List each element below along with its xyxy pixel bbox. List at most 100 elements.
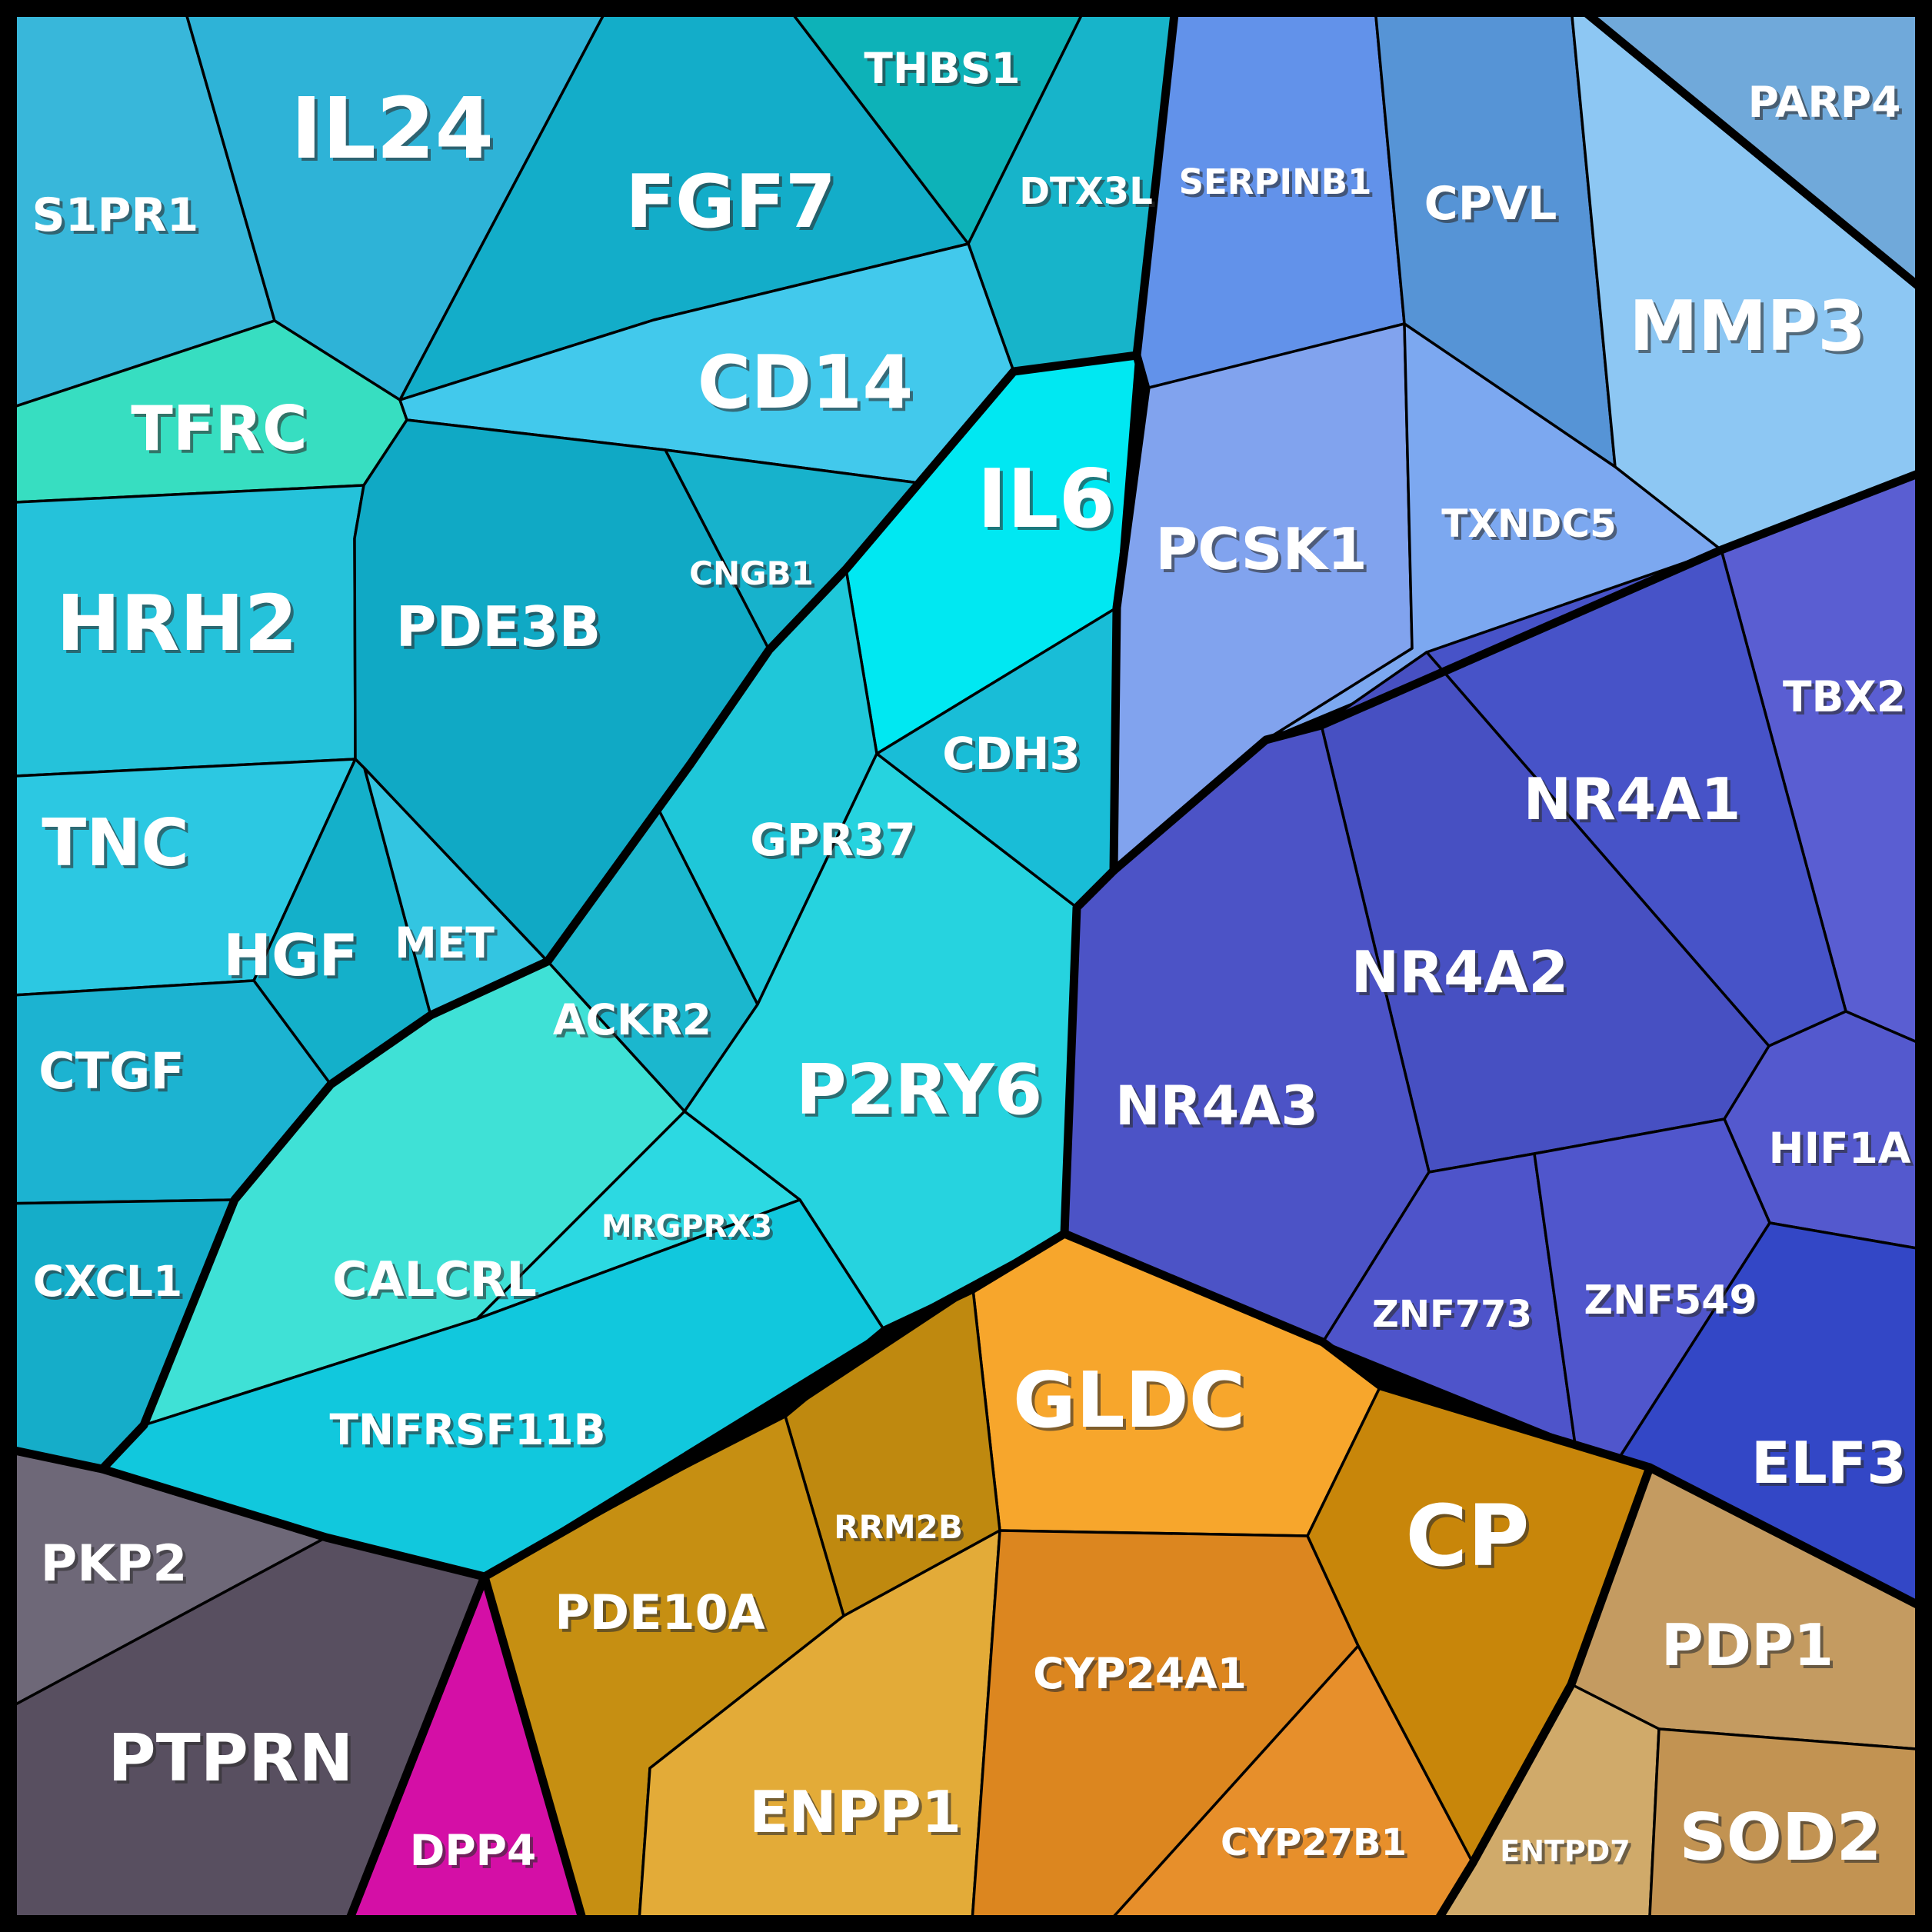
cell-label-shadow-HRH2: HRH2 (59, 581, 301, 671)
cell-label-shadow-NR4A3: NR4A3 (1118, 1078, 1321, 1141)
cell-label-CNGB1: CNGB1 (689, 555, 814, 592)
cell-label-ZNF773: ZNF773 (1372, 1293, 1532, 1336)
cell-label-shadow-P2RY6: P2RY6 (799, 1053, 1046, 1134)
cell-label-shadow-CYP24A1: CYP24A1 (1036, 1652, 1250, 1701)
cell-label-TBX2: TBX2 (1783, 672, 1906, 721)
cell-label-FGF7: FGF7 (625, 160, 836, 245)
cell-label-shadow-DPP4: DPP4 (413, 1829, 540, 1878)
cell-label-shadow-MMP3: MMP3 (1632, 289, 1869, 370)
cell-label-IL24: IL24 (291, 79, 494, 178)
cell-label-shadow-TFRC: TFRC (134, 396, 311, 468)
cell-label-shadow-GPR37: GPR37 (753, 817, 919, 869)
cell-label-HIF1A: HIF1A (1769, 1124, 1911, 1173)
cell-label-PDE10A: PDE10A (555, 1584, 765, 1641)
cell-label-shadow-PKP2: PKP2 (44, 1538, 191, 1596)
cell-label-ZNF549: ZNF549 (1584, 1277, 1757, 1324)
cell-label-shadow-CNGB1: CNGB1 (692, 558, 817, 595)
cell-label-shadow-CYP27B1: CYP27B1 (1224, 1824, 1410, 1867)
cell-label-shadow-SERPINB1: SERPINB1 (1182, 165, 1375, 205)
cell-label-shadow-ENTPD7: ENTPD7 (1503, 1837, 1634, 1871)
cell-label-shadow-SOD2: SOD2 (1682, 1803, 1884, 1879)
cell-label-CPVL: CPVL (1424, 177, 1557, 231)
cell-label-shadow-PTPRN: PTPRN (111, 1724, 356, 1800)
cell-label-IL6: IL6 (977, 452, 1114, 546)
cell-label-shadow-DTX3L: DTX3L (1022, 173, 1156, 216)
cell-label-shadow-CXCL1: CXCL1 (36, 1260, 186, 1309)
cluster-boundary-8 (98, 351, 1141, 1474)
cluster-boundary-10 (1566, 0, 1930, 297)
cell-label-shadow-CTGF: CTGF (42, 1046, 188, 1104)
cell-label-shadow-CP: CP (1408, 1490, 1532, 1588)
cell-label-HRH2: HRH2 (56, 578, 298, 668)
cell-label-S1PR1: S1PR1 (32, 188, 199, 242)
cell-label-CP: CP (1405, 1487, 1529, 1585)
cell-label-TFRC: TFRC (131, 393, 308, 465)
cell-label-shadow-ZNF549: ZNF549 (1587, 1281, 1760, 1327)
cluster-boundary-2 (1060, 866, 1118, 1238)
cluster-boundary-5 (480, 1572, 591, 1932)
cell-label-DPP4: DPP4 (410, 1826, 537, 1875)
cell-label-shadow-GLDC: GLDC (1016, 1358, 1248, 1448)
cell-label-shadow-IL6: IL6 (980, 455, 1118, 549)
cell-label-CALCRL: CALCRL (332, 1251, 537, 1307)
cell-label-TNFRSF11B: TNFRSF11B (329, 1405, 605, 1454)
cell-label-shadow-ZNF773: ZNF773 (1375, 1296, 1535, 1339)
cell-label-shadow-PDE10A: PDE10A (558, 1587, 768, 1644)
cell-label-CYP27B1: CYP27B1 (1221, 1821, 1407, 1864)
cluster-boundary-4 (340, 1572, 489, 1932)
cell-label-SERPINB1: SERPINB1 (1179, 162, 1372, 202)
cell-label-shadow-NR4A1: NR4A1 (1527, 768, 1744, 836)
cluster-boundary-12 (1426, 1463, 1654, 1932)
cell-label-ENTPD7: ENTPD7 (1500, 1834, 1631, 1868)
cell-label-shadow-HIF1A: HIF1A (1772, 1127, 1914, 1176)
cell-ENPP1[interactable] (637, 1529, 1001, 1932)
cell-label-shadow-PDP1: PDP1 (1664, 1614, 1837, 1682)
cell-label-CD14: CD14 (698, 341, 914, 425)
cell-label-MMP3: MMP3 (1629, 286, 1866, 367)
cell-label-PDP1: PDP1 (1661, 1611, 1834, 1679)
cluster-boundary-9 (1109, 466, 1930, 875)
cell-label-shadow-TXNDC5: TXNDC5 (1444, 505, 1620, 549)
cell-label-CTGF: CTGF (38, 1043, 185, 1101)
cell-label-shadow-PDE3B: PDE3B (399, 598, 605, 662)
cell-label-HGF: HGF (223, 921, 358, 989)
cell-label-shadow-S1PR1: S1PR1 (35, 192, 202, 245)
cell-label-MRGPRX3: MRGPRX3 (601, 1209, 772, 1244)
cell-label-CXCL1: CXCL1 (33, 1257, 183, 1306)
cell-label-shadow-PARP4: PARP4 (1751, 81, 1904, 130)
cell-label-RRM2B: RRM2B (834, 1508, 963, 1546)
cell-label-GLDC: GLDC (1013, 1355, 1245, 1445)
cell-label-shadow-MRGPRX3: MRGPRX3 (605, 1212, 775, 1247)
cell-label-shadow-CDH3: CDH3 (945, 731, 1084, 783)
cell-label-NR4A1: NR4A1 (1524, 765, 1741, 833)
cell-label-CDH3: CDH3 (942, 728, 1081, 780)
cell-label-THBS1: THBS1 (864, 44, 1020, 93)
cluster-boundary-0 (1132, 0, 1181, 360)
cell-label-shadow-TBX2: TBX2 (1786, 675, 1909, 724)
cell-label-NR4A3: NR4A3 (1115, 1074, 1318, 1138)
cell-SOD2[interactable] (1647, 1727, 1927, 1932)
cell-label-P2RY6: P2RY6 (796, 1050, 1043, 1131)
cell-label-MET: MET (395, 918, 495, 968)
cluster-boundary-3 (480, 1229, 1069, 1581)
cluster-boundary-11 (1060, 1229, 1930, 1614)
cluster-boundary-7 (0, 1443, 107, 1474)
cell-label-PDE3B: PDE3B (396, 595, 601, 659)
cell-label-PCSK1: PCSK1 (1155, 515, 1367, 583)
cell-label-shadow-CD14: CD14 (701, 344, 917, 428)
cell-label-CYP24A1: CYP24A1 (1033, 1649, 1247, 1698)
cell-label-PARP4: PARP4 (1748, 78, 1901, 127)
cluster-boundary-1 (1109, 351, 1151, 875)
cell-label-shadow-CALCRL: CALCRL (335, 1254, 540, 1311)
cell-label-shadow-THBS1: THBS1 (867, 47, 1023, 96)
cell-label-SOD2: SOD2 (1679, 1800, 1881, 1876)
cell-label-shadow-TNFRSF11B: TNFRSF11B (332, 1408, 608, 1457)
cell-label-shadow-IL24: IL24 (294, 82, 497, 181)
cell-label-shadow-NR4A2: NR4A2 (1354, 941, 1572, 1009)
cell-label-PKP2: PKP2 (41, 1535, 188, 1593)
cell-label-ACKR2: ACKR2 (553, 995, 711, 1044)
cell-label-TNC: TNC (42, 805, 189, 881)
